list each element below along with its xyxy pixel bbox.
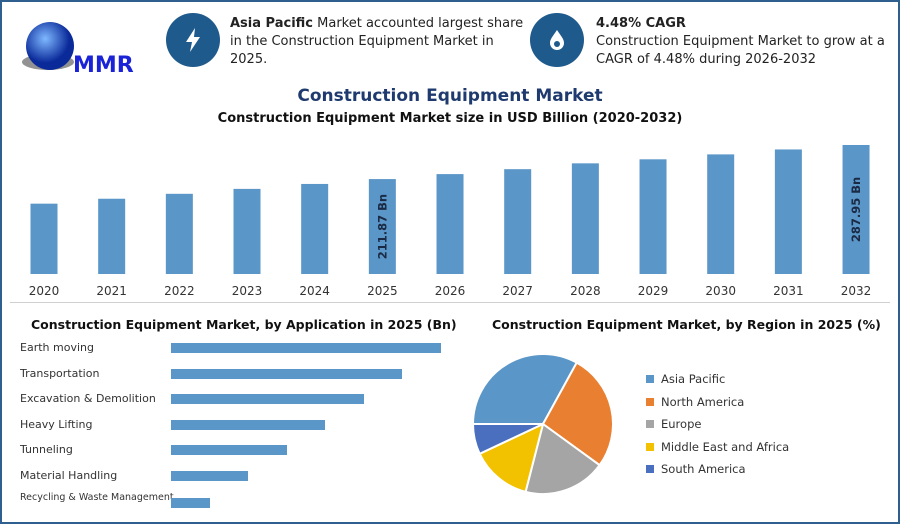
bar-2023	[233, 188, 261, 274]
application-chart-title: Construction Equipment Market, by Applic…	[31, 317, 457, 332]
legend-label: Europe	[661, 417, 702, 431]
svg-text:MMR: MMR	[73, 53, 134, 77]
legend-label: North America	[661, 394, 745, 409]
bar-recycling-waste-management	[171, 498, 210, 508]
bar-2026	[436, 174, 464, 274]
slice-europe	[524, 422, 602, 494]
region-pie-chart	[471, 354, 614, 494]
x-tick-label: 2027	[502, 284, 533, 298]
bar-2025	[368, 179, 396, 274]
globe-logo-icon: MMR	[22, 22, 134, 78]
slice-asia-pacific	[471, 354, 579, 425]
bar-2030	[707, 154, 735, 274]
bar-2027	[504, 169, 532, 274]
x-tick-label: 2024	[299, 284, 330, 298]
flame-drop-icon	[550, 30, 564, 50]
x-tick-label: 2021	[96, 284, 127, 298]
info-cagr: 4.48% CAGR Construction Equipment Market …	[596, 16, 885, 67]
legend-swatch	[646, 375, 654, 383]
bar-2020	[30, 203, 58, 274]
legend-label: Asia Pacific	[661, 372, 726, 386]
x-tick-label: 2032	[841, 284, 872, 298]
slice-north-america	[541, 361, 614, 467]
bar-transportation	[171, 368, 403, 379]
mmr-logo: MMR	[18, 12, 138, 78]
page-title: Construction Equipment Market	[297, 86, 603, 106]
bar-2021	[98, 198, 126, 274]
lightning-circle	[166, 13, 220, 67]
x-tick-label: 2022	[164, 284, 195, 298]
x-tick-label: 2029	[638, 284, 669, 298]
bar-heavy-lifting	[171, 419, 326, 430]
legend-item: Asia Pacific	[646, 372, 725, 386]
divider	[10, 302, 890, 303]
info-asia-pacific: Asia Pacific Market accounted largest sh…	[230, 16, 524, 67]
category-label: Heavy Lifting	[20, 417, 93, 431]
x-tick-label: 2025	[367, 284, 398, 298]
bar-2032	[842, 145, 870, 274]
data-label: 211.87 Bn	[375, 194, 389, 259]
bar-2028	[571, 163, 599, 274]
bar-tunneling	[171, 445, 287, 455]
region-chart-title: Construction Equipment Market, by Region…	[492, 317, 881, 332]
bar-earth-moving	[171, 343, 441, 353]
legend-swatch	[646, 420, 654, 428]
bar-2024	[301, 183, 329, 274]
cagr-circle	[530, 13, 584, 67]
x-tick-label: 2028	[570, 284, 601, 298]
legend-label: South America	[661, 462, 746, 476]
x-tick-label: 2026	[435, 284, 466, 298]
legend-item: North America	[646, 395, 744, 409]
legend-item: South America	[646, 462, 746, 476]
category-label: Tunneling	[20, 443, 73, 456]
legend-item: Middle East and Africa	[646, 440, 789, 454]
legend-swatch	[646, 442, 654, 451]
lightning-icon	[186, 28, 200, 52]
bar-material-handling	[171, 470, 249, 481]
x-tick-label: 2031	[773, 284, 804, 298]
x-tick-label: 2030	[705, 284, 736, 298]
bar-chart-title: Construction Equipment Market size in US…	[217, 111, 683, 126]
slice-middle-east-and-africa	[478, 422, 545, 494]
category-label: Earth moving	[20, 341, 94, 354]
bar-2031	[774, 149, 802, 274]
x-tick-label: 2023	[232, 284, 263, 298]
category-label: Recycling & Waste Management	[20, 492, 174, 503]
slice-south-america	[471, 423, 544, 456]
legend-swatch	[646, 465, 654, 473]
bar-2029	[639, 159, 667, 274]
category-label: Excavation & Demolition	[20, 392, 156, 405]
category-label: Material Handling	[20, 468, 118, 482]
legend-swatch	[646, 397, 654, 406]
data-label: 287.95 Bn	[849, 177, 863, 242]
market-size-bar-chart: 2020 2021 2022 2023 2024 2025 211.87 Bn 2026 202…	[29, 145, 872, 298]
legend-label: Middle East and Africa	[661, 439, 790, 454]
category-label: Transportation	[20, 366, 100, 380]
bar-2022	[165, 193, 193, 274]
x-tick-label: 2020	[29, 284, 60, 298]
bar-excavation-demolition	[171, 394, 364, 404]
legend-item: Europe	[646, 417, 701, 431]
